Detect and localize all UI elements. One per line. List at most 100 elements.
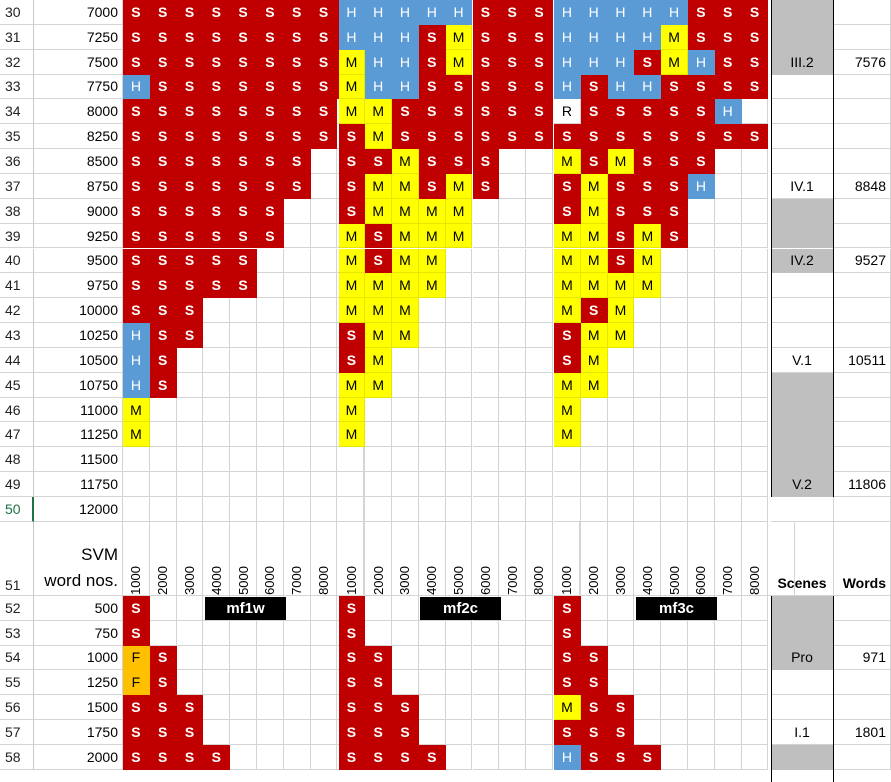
row-header[interactable]: 57: [0, 720, 34, 745]
classification-cell[interactable]: H: [554, 49, 581, 75]
empty-cell[interactable]: [607, 347, 635, 373]
empty-cell[interactable]: [365, 620, 393, 646]
words-cell[interactable]: 11806: [834, 472, 891, 497]
classification-cell[interactable]: M: [445, 24, 473, 50]
classification-cell[interactable]: S: [526, 124, 553, 150]
empty-cell[interactable]: [203, 620, 231, 646]
empty-cell[interactable]: [634, 720, 662, 745]
classification-cell[interactable]: H: [661, 0, 688, 25]
empty-cell[interactable]: [499, 173, 527, 199]
empty-cell[interactable]: [283, 372, 311, 398]
classification-cell[interactable]: S: [472, 74, 500, 100]
words-cell[interactable]: [834, 149, 891, 174]
scene-cell[interactable]: [771, 74, 834, 100]
empty-cell[interactable]: [634, 695, 662, 721]
empty-cell[interactable]: [283, 223, 311, 249]
empty-cell[interactable]: [472, 670, 500, 696]
empty-cell[interactable]: [445, 273, 473, 299]
empty-cell[interactable]: [123, 472, 150, 497]
scene-cell[interactable]: V.1: [771, 347, 834, 373]
classification-cell[interactable]: S: [149, 74, 177, 100]
classification-cell[interactable]: S: [499, 99, 527, 125]
classification-cell[interactable]: M: [554, 372, 581, 398]
classification-cell[interactable]: S: [714, 74, 742, 100]
word-number-cell[interactable]: 1250: [34, 670, 123, 696]
classification-cell[interactable]: M: [554, 695, 581, 721]
classification-cell[interactable]: S: [149, 149, 177, 174]
empty-cell[interactable]: [661, 720, 688, 745]
empty-cell[interactable]: [714, 198, 742, 224]
empty-cell[interactable]: [472, 695, 500, 721]
classification-cell[interactable]: S: [123, 124, 150, 150]
empty-cell[interactable]: [257, 497, 284, 522]
empty-cell[interactable]: [176, 595, 204, 621]
classification-cell[interactable]: S: [149, 24, 177, 50]
words-cell[interactable]: [834, 74, 891, 100]
empty-cell[interactable]: [445, 248, 473, 274]
classification-cell[interactable]: M: [607, 323, 635, 348]
empty-cell[interactable]: [445, 695, 473, 721]
column-label[interactable]: 6000: [257, 521, 284, 596]
classification-cell[interactable]: S: [338, 149, 366, 174]
classification-cell[interactable]: S: [580, 645, 608, 671]
classification-cell[interactable]: S: [338, 595, 366, 621]
empty-cell[interactable]: [634, 372, 662, 398]
classification-cell[interactable]: S: [203, 273, 231, 299]
empty-cell[interactable]: [472, 298, 500, 324]
empty-cell[interactable]: [310, 472, 338, 497]
empty-cell[interactable]: [257, 472, 284, 497]
classification-cell[interactable]: S: [283, 49, 311, 75]
empty-cell[interactable]: [741, 645, 769, 671]
classification-cell[interactable]: S: [338, 323, 366, 348]
classification-cell[interactable]: S: [123, 620, 150, 646]
empty-cell[interactable]: [310, 720, 338, 745]
empty-cell[interactable]: [230, 620, 257, 646]
empty-cell[interactable]: [257, 744, 284, 770]
classification-cell[interactable]: S: [661, 173, 688, 199]
empty-cell[interactable]: [283, 645, 311, 671]
empty-cell[interactable]: [472, 372, 500, 398]
empty-cell[interactable]: [392, 472, 419, 497]
classification-cell[interactable]: S: [176, 273, 204, 299]
scene-cell[interactable]: I.1: [771, 720, 834, 745]
classification-cell[interactable]: M: [392, 223, 419, 249]
word-number-cell[interactable]: 10000: [34, 298, 123, 324]
scene-cell[interactable]: [771, 149, 834, 174]
classification-cell[interactable]: S: [283, 124, 311, 150]
empty-cell[interactable]: [634, 497, 662, 522]
words-cell[interactable]: [834, 595, 891, 621]
empty-cell[interactable]: [661, 472, 688, 497]
classification-cell[interactable]: S: [257, 198, 284, 224]
words-cell[interactable]: [834, 323, 891, 348]
classification-cell[interactable]: M: [338, 422, 366, 448]
empty-cell[interactable]: [499, 372, 527, 398]
classification-cell[interactable]: S: [472, 124, 500, 150]
classification-cell[interactable]: H: [554, 0, 581, 25]
classification-cell[interactable]: S: [149, 372, 177, 398]
classification-cell[interactable]: S: [230, 248, 257, 274]
empty-cell[interactable]: [203, 397, 231, 423]
empty-cell[interactable]: [257, 397, 284, 423]
classification-cell[interactable]: M: [634, 273, 662, 299]
classification-cell[interactable]: S: [607, 173, 635, 199]
classification-cell[interactable]: S: [123, 248, 150, 274]
scene-cell[interactable]: [771, 620, 834, 646]
classification-cell[interactable]: S: [392, 124, 419, 150]
classification-cell[interactable]: S: [123, 198, 150, 224]
empty-cell[interactable]: [634, 422, 662, 448]
empty-cell[interactable]: [310, 595, 338, 621]
classification-cell[interactable]: H: [365, 24, 393, 50]
scene-cell[interactable]: [771, 198, 834, 224]
empty-cell[interactable]: [310, 422, 338, 448]
classification-cell[interactable]: S: [688, 149, 715, 174]
classification-cell[interactable]: S: [123, 173, 150, 199]
empty-cell[interactable]: [310, 347, 338, 373]
empty-cell[interactable]: [526, 447, 553, 473]
classification-cell[interactable]: H: [634, 74, 662, 100]
empty-cell[interactable]: [310, 744, 338, 770]
scene-cell[interactable]: [771, 223, 834, 249]
classification-cell[interactable]: M: [338, 298, 366, 324]
words-cell[interactable]: [834, 372, 891, 398]
classification-cell[interactable]: S: [149, 744, 177, 770]
classification-cell[interactable]: M: [418, 248, 446, 274]
